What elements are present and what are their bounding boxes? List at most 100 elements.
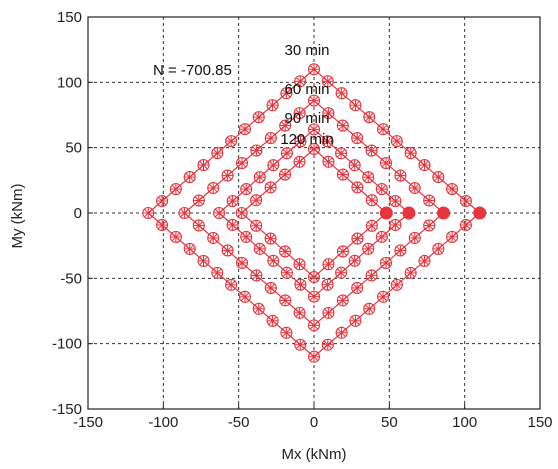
data-point <box>307 123 321 136</box>
data-point <box>348 159 361 172</box>
x-tick-label: 0 <box>310 414 318 431</box>
data-point <box>240 183 253 196</box>
data-point <box>336 245 349 258</box>
y-tick-label: 150 <box>57 9 82 26</box>
data-point <box>408 231 421 245</box>
data-point <box>389 218 402 231</box>
series-label: 60 min <box>284 81 329 98</box>
data-point <box>250 194 263 207</box>
data-point <box>375 230 388 243</box>
data-point <box>293 258 306 271</box>
data-point <box>264 232 277 245</box>
data-point <box>336 119 349 132</box>
data-point <box>264 281 277 294</box>
axial-force-annotation: N = -700.85 <box>153 62 232 79</box>
data-point <box>377 290 390 303</box>
data-point <box>235 206 248 220</box>
data-point <box>404 147 417 160</box>
data-point <box>351 132 364 145</box>
data-point <box>279 245 292 258</box>
data-point <box>351 232 364 245</box>
data-point <box>349 99 362 112</box>
data-point <box>280 87 293 100</box>
data-point <box>280 147 293 160</box>
data-point <box>279 294 292 307</box>
data-point <box>307 270 321 284</box>
data-point <box>404 266 417 279</box>
data-point <box>279 168 292 181</box>
data-point <box>322 306 335 319</box>
data-point <box>293 155 306 168</box>
data-point <box>264 132 277 145</box>
data-point <box>307 142 321 156</box>
x-tick-label: 150 <box>527 414 552 431</box>
data-point <box>348 254 361 267</box>
data-point <box>351 181 364 194</box>
data-point <box>267 159 280 172</box>
y-axis-label: My (kNm) <box>9 184 26 249</box>
data-point <box>213 206 226 220</box>
data-point <box>408 181 421 195</box>
series-label: 30 min <box>284 42 329 59</box>
data-point <box>235 256 249 269</box>
data-point <box>250 144 263 157</box>
data-point <box>394 169 407 182</box>
data-point <box>362 242 375 255</box>
data-point <box>293 306 306 319</box>
max-mx-point <box>473 206 487 220</box>
series-label: 120 min <box>280 131 333 148</box>
data-point <box>192 194 205 207</box>
data-point <box>375 183 388 196</box>
data-point <box>294 75 307 88</box>
data-point <box>207 181 220 195</box>
x-tick-label: -50 <box>228 414 250 431</box>
data-point <box>459 194 472 208</box>
data-point <box>363 111 376 124</box>
y-tick-label: -100 <box>52 336 82 353</box>
data-point <box>377 123 390 136</box>
data-point <box>197 254 210 267</box>
data-point <box>156 194 169 208</box>
data-point <box>321 338 334 351</box>
data-point <box>183 242 196 255</box>
series-60-min: 60 min <box>178 81 451 332</box>
data-point <box>321 278 334 291</box>
data-point <box>293 107 306 120</box>
data-point <box>362 171 375 184</box>
data-point <box>365 219 378 232</box>
data-point <box>264 181 277 194</box>
data-point <box>169 182 182 196</box>
data-point <box>225 278 238 291</box>
data-point <box>432 171 445 184</box>
y-tick-label: 50 <box>65 140 82 157</box>
y-tick-label: -150 <box>52 401 82 418</box>
data-point <box>390 278 403 291</box>
data-point <box>253 171 266 184</box>
data-point <box>349 314 362 327</box>
data-point <box>351 281 364 294</box>
x-axis-label: Mx (kNm) <box>282 446 347 463</box>
data-point <box>183 171 196 184</box>
data-point <box>266 99 279 112</box>
data-point <box>252 111 265 124</box>
data-point <box>156 218 169 232</box>
data-point <box>221 244 234 257</box>
data-point <box>307 94 321 107</box>
data-point <box>336 168 349 181</box>
y-tick-label: -50 <box>60 270 82 287</box>
data-point <box>459 218 472 232</box>
series-group: 30 min 60 min 90 min 120 min <box>142 42 487 363</box>
data-point <box>432 242 445 255</box>
series-120-min: 120 min <box>235 131 393 284</box>
data-point <box>365 194 378 207</box>
data-point <box>365 269 378 282</box>
data-point <box>322 258 335 271</box>
max-mx-point <box>437 206 451 220</box>
data-point <box>250 219 263 232</box>
x-tick-label: -150 <box>73 414 103 431</box>
data-point <box>322 155 335 168</box>
data-point <box>335 326 348 339</box>
data-point <box>294 338 307 351</box>
data-point <box>307 63 321 76</box>
